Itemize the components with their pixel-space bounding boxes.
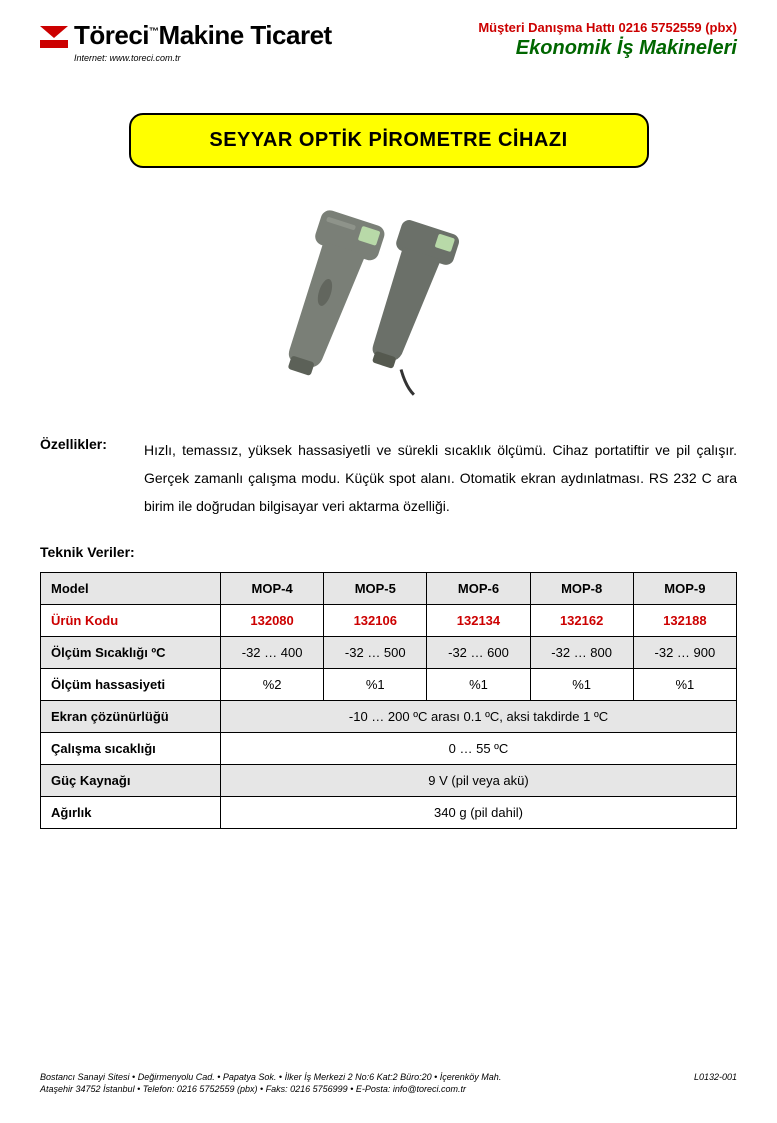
footer-address: Bostancı Sanayi Sitesi • Değirmenyolu Ca… xyxy=(40,1071,664,1095)
footer-line2: Ataşehir 34752 İstanbul • Telefon: 0216 … xyxy=(40,1083,664,1095)
spec-table: Model MOP-4 MOP-5 MOP-6 MOP-8 MOP-9 Ürün… xyxy=(40,572,737,829)
cell: -32 … 800 xyxy=(530,637,633,669)
span-cell: 0 … 55 ºC xyxy=(221,733,737,765)
page-footer: Bostancı Sanayi Sitesi • Değirmenyolu Ca… xyxy=(40,1071,737,1095)
page-title-banner: SEYYAR OPTİK PİROMETRE CİHAZI xyxy=(129,113,649,168)
cell: %1 xyxy=(633,669,736,701)
table-row: Çalışma sıcaklığı 0 … 55 ºC xyxy=(41,733,737,765)
row-label: Ölçüm Sıcaklığı ºC xyxy=(41,637,221,669)
row-label: Güç Kaynağı xyxy=(41,765,221,797)
logo-icon xyxy=(40,26,68,48)
company-tm: ™ xyxy=(149,26,159,37)
company-name-part2: Makine Ticaret xyxy=(159,20,332,50)
table-row: Güç Kaynağı 9 V (pil veya akü) xyxy=(41,765,737,797)
span-cell: -10 … 200 ºC arası 0.1 ºC, aksi takdirde… xyxy=(221,701,737,733)
row-label: Çalışma sıcaklığı xyxy=(41,733,221,765)
footer-line1: Bostancı Sanayi Sitesi • Değirmenyolu Ca… xyxy=(40,1071,664,1083)
hotline-text: Müşteri Danışma Hattı 0216 5752559 (pbx) xyxy=(478,20,737,35)
table-code-row: Ürün Kodu 132080 132106 132134 132162 13… xyxy=(41,605,737,637)
table-row: Ağırlık 340 g (pil dahil) xyxy=(41,797,737,829)
col-header: MOP-6 xyxy=(427,573,530,605)
row-label: Ölçüm hassasiyeti xyxy=(41,669,221,701)
code-cell: 132162 xyxy=(530,605,633,637)
col-model-label: Model xyxy=(41,573,221,605)
product-image xyxy=(269,188,509,418)
tagline-text: Ekonomik İş Makineleri xyxy=(478,37,737,60)
table-row: Ölçüm hassasiyeti %2 %1 %1 %1 %1 xyxy=(41,669,737,701)
col-header: MOP-5 xyxy=(324,573,427,605)
row-label: Ağırlık xyxy=(41,797,221,829)
code-cell: 132080 xyxy=(221,605,324,637)
code-cell: 132134 xyxy=(427,605,530,637)
row-label: Ekran çözünürlüğü xyxy=(41,701,221,733)
cell: -32 … 500 xyxy=(324,637,427,669)
company-url: Internet: www.toreci.com.tr xyxy=(74,53,332,63)
table-header-row: Model MOP-4 MOP-5 MOP-6 MOP-8 MOP-9 xyxy=(41,573,737,605)
code-cell: 132106 xyxy=(324,605,427,637)
cell: -32 … 600 xyxy=(427,637,530,669)
cell: -32 … 400 xyxy=(221,637,324,669)
cell: %1 xyxy=(324,669,427,701)
features-text: Hızlı, temassız, yüksek hassasiyetli ve … xyxy=(144,436,737,520)
company-name-part1: Töreci xyxy=(74,20,149,50)
tech-data-title: Teknik Veriler: xyxy=(40,544,737,560)
header-right: Müşteri Danışma Hattı 0216 5752559 (pbx)… xyxy=(478,20,737,60)
table-row: Ölçüm Sıcaklığı ºC -32 … 400 -32 … 500 -… xyxy=(41,637,737,669)
cell: %1 xyxy=(427,669,530,701)
col-header: MOP-8 xyxy=(530,573,633,605)
table-row: Ekran çözünürlüğü -10 … 200 ºC arası 0.1… xyxy=(41,701,737,733)
company-name: Töreci™Makine Ticaret xyxy=(74,20,332,50)
features-section: Özellikler: Hızlı, temassız, yüksek hass… xyxy=(40,436,737,520)
cell: %2 xyxy=(221,669,324,701)
page-header: Töreci™Makine Ticaret Internet: www.tore… xyxy=(40,20,737,63)
cell: -32 … 900 xyxy=(633,637,736,669)
footer-doc-id: L0132-001 xyxy=(694,1071,737,1083)
cell: %1 xyxy=(530,669,633,701)
code-label: Ürün Kodu xyxy=(41,605,221,637)
logo-block: Töreci™Makine Ticaret Internet: www.tore… xyxy=(40,20,332,63)
col-header: MOP-9 xyxy=(633,573,736,605)
span-cell: 340 g (pil dahil) xyxy=(221,797,737,829)
span-cell: 9 V (pil veya akü) xyxy=(221,765,737,797)
features-label: Özellikler: xyxy=(40,436,130,520)
code-cell: 132188 xyxy=(633,605,736,637)
col-header: MOP-4 xyxy=(221,573,324,605)
